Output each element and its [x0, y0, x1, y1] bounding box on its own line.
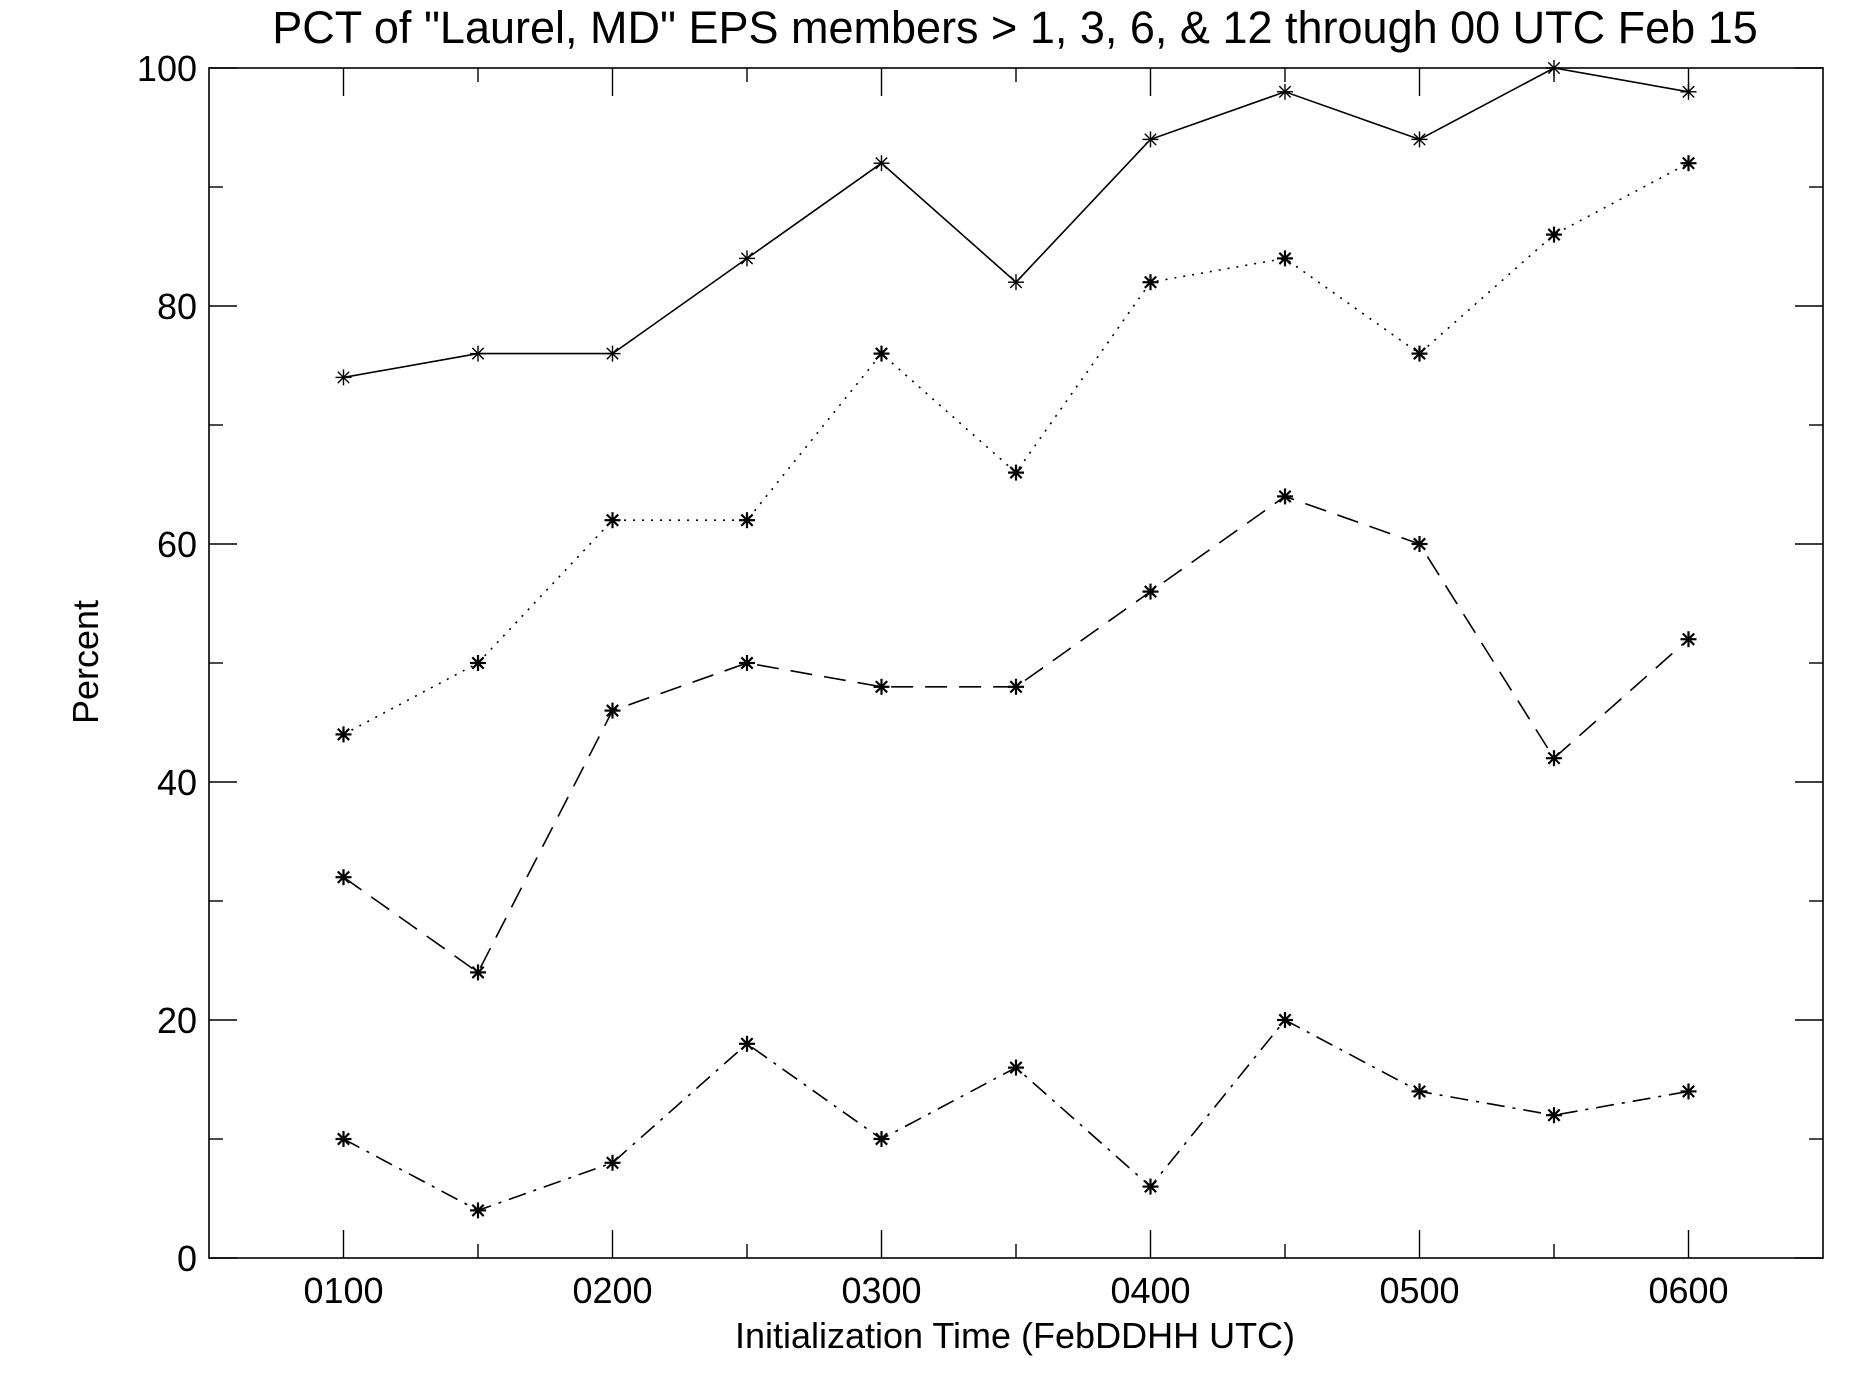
data-point-marker	[335, 369, 352, 386]
tick-labels: 0 20 40 60 80 100 0100 0200 0300 0400 0500 0600	[137, 48, 1729, 1311]
x-tick-label: 0400	[1110, 1270, 1190, 1311]
data-point-marker	[335, 1131, 352, 1147]
data-point-marker	[604, 1154, 621, 1171]
data-point-marker	[335, 869, 352, 886]
data-point-marker	[1411, 345, 1428, 362]
data-point-marker	[873, 345, 890, 362]
tick-marks	[209, 67, 1823, 1259]
data-point-marker	[739, 1035, 755, 1052]
series-4	[335, 1012, 1697, 1219]
y-tick-label: 0	[177, 1238, 197, 1279]
series-2	[335, 155, 1697, 743]
y-tick-label: 100	[137, 48, 197, 89]
data-point-marker	[1008, 274, 1024, 291]
data-point-marker	[470, 345, 486, 362]
x-tick-label: 0200	[572, 1270, 652, 1311]
data-point-marker	[604, 345, 621, 362]
data-point-marker	[1680, 631, 1697, 648]
data-point-marker	[1142, 131, 1159, 148]
x-tick-label: 0500	[1379, 1270, 1459, 1311]
data-point-marker	[1277, 83, 1293, 100]
chart-title: PCT of "Laurel, MD" EPS members > 1, 3, …	[272, 2, 1758, 53]
data-point-marker	[1008, 464, 1024, 481]
y-tick-label: 40	[157, 762, 197, 803]
series-3	[335, 488, 1697, 981]
data-point-marker	[1546, 60, 1562, 76]
series-line	[343, 67, 1689, 379]
y-tick-label: 20	[157, 1000, 197, 1041]
data-point-marker	[739, 250, 755, 267]
x-tick-label: 0100	[303, 1270, 383, 1311]
data-point-marker	[873, 155, 890, 172]
y-axis-label: Percent	[65, 600, 106, 724]
series-line	[343, 1018, 1689, 1212]
x-tick-label: 0300	[841, 1270, 921, 1311]
data-point-marker	[1008, 1059, 1024, 1076]
data-point-marker	[873, 678, 890, 695]
data-point-marker	[1277, 250, 1293, 267]
y-tick-label: 60	[157, 524, 197, 565]
x-axis-label: Initialization Time (FebDDHH UTC)	[735, 1315, 1295, 1356]
data-point-marker	[604, 702, 621, 719]
data-point-marker	[1546, 1107, 1562, 1124]
data-point-marker	[1680, 83, 1697, 100]
data-point-marker	[1142, 1178, 1159, 1195]
data-point-marker	[1008, 678, 1024, 695]
data-point-marker	[1277, 1012, 1293, 1028]
data-point-marker	[1546, 750, 1562, 767]
data-point-marker	[739, 655, 755, 671]
data-point-marker	[1411, 536, 1428, 552]
data-point-marker	[1142, 583, 1159, 600]
data-point-marker	[1546, 226, 1562, 243]
data-point-marker	[1680, 1083, 1697, 1100]
data-point-marker	[1411, 131, 1428, 148]
x-tick-label: 0600	[1648, 1270, 1728, 1311]
plot-border	[208, 67, 1824, 1259]
data-point-marker	[470, 655, 486, 671]
data-point-marker	[873, 1131, 890, 1147]
series-layer	[335, 60, 1697, 1219]
series-line	[343, 162, 1689, 736]
series-1	[335, 60, 1697, 386]
plot-frame	[208, 67, 1824, 1259]
data-point-marker	[1277, 488, 1293, 505]
data-point-marker	[1411, 1083, 1428, 1100]
data-point-marker	[739, 512, 755, 529]
series-line	[343, 495, 1690, 974]
data-point-marker	[1680, 155, 1697, 172]
data-point-marker	[604, 512, 621, 529]
y-tick-label: 80	[157, 286, 197, 327]
data-point-marker	[1142, 274, 1159, 291]
data-point-marker	[470, 1202, 486, 1219]
data-point-marker	[335, 726, 352, 743]
data-point-marker	[470, 964, 486, 981]
